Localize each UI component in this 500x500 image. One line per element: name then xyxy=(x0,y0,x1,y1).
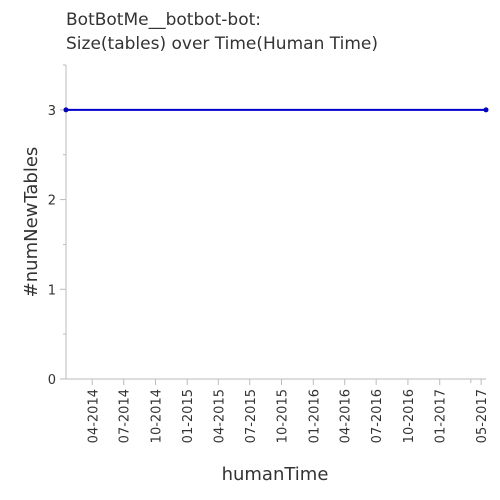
x-tick-label: 10-2015 xyxy=(276,389,291,443)
x-tick-label: 01-2017 xyxy=(434,389,449,443)
x-tick-label: 10-2016 xyxy=(402,389,417,443)
axes: 0 1 2 3 04-2014 07-2014 10-2014 01-2015 04-2015 0… xyxy=(48,64,490,443)
y-tick-label: 3 xyxy=(48,104,56,119)
y-tick-label: 2 xyxy=(48,194,56,209)
x-tick-label: 04-2014 xyxy=(86,389,101,443)
x-axis-label: humanTime xyxy=(222,464,329,485)
series-layer xyxy=(63,107,489,113)
x-tick-label: 07-2015 xyxy=(244,389,259,443)
x-tick-label: 07-2014 xyxy=(118,389,133,443)
y-axis-label: #numNewTables xyxy=(21,147,42,298)
x-tick-label: 07-2016 xyxy=(370,389,385,443)
x-tick-label: 05-2017 xyxy=(475,389,490,443)
x-tick-label: 01-2015 xyxy=(181,389,196,443)
x-tick-label: 04-2016 xyxy=(339,389,354,443)
y-tick-label: 1 xyxy=(48,283,56,298)
x-tick-label: 10-2014 xyxy=(149,389,164,443)
x-tick-label: 04-2015 xyxy=(212,389,227,443)
chart-title-line-1: BotBotMe__botbot-bot: xyxy=(66,10,261,30)
chart-title-line-2: Size(tables) over Time(Human Time) xyxy=(66,34,378,54)
series-point xyxy=(63,107,69,113)
x-tick-label: 01-2016 xyxy=(307,389,322,443)
y-tick-label: 0 xyxy=(48,373,56,388)
series-point xyxy=(483,107,489,113)
